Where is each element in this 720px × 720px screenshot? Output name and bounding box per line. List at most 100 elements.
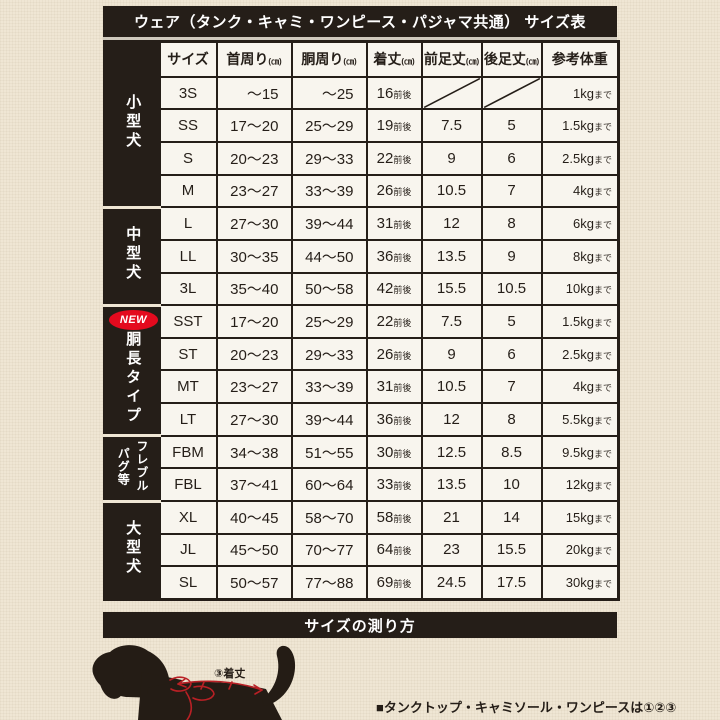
neck-cell: 50〜57 (215, 565, 293, 601)
table-row: 中型犬 L 27〜30 39〜44 31前後 12 8 6kgまで (103, 205, 620, 307)
new-badge: NEW (109, 309, 158, 330)
front-cell: 12 (420, 206, 483, 241)
dog-measurement-illustration: ③着丈 (86, 642, 320, 720)
size-cell: FBL (158, 467, 218, 503)
front-cell: 13.5 (420, 467, 483, 503)
back-cell: 7 (480, 173, 543, 209)
table-row: 3S 〜15 〜25 16前後 1kgまで (105, 75, 620, 111)
table-row: 大型犬 XL 40〜45 58〜70 58前後 21 14 15kgまで (103, 499, 620, 601)
front-cell: 9 (420, 140, 483, 176)
girth-cell: 33〜39 (290, 369, 368, 405)
measurement-lines (169, 676, 263, 720)
table-row: S 20〜23 29〜33 22前後 9 6 2.5kgまで (105, 140, 620, 176)
length-cell: 36前後 (365, 402, 423, 437)
group-label: フレブル パグ等 (116, 440, 149, 493)
table-row: LT 27〜30 39〜44 36前後 12 8 5.5kgまで (105, 402, 620, 437)
front-cell: 15.5 (420, 271, 483, 307)
length-cell: 31前後 (365, 206, 423, 241)
back-cell: 9 (480, 238, 543, 274)
length-cell: 26前後 (365, 336, 423, 372)
dog-silhouette (92, 645, 296, 720)
girth-cell: 33〜39 (290, 173, 368, 209)
col-header-back: 後足丈(㎝) (480, 40, 543, 78)
group-label: 小型犬 (124, 93, 142, 151)
front-cell: 12 (420, 402, 483, 437)
front-cell: 10.5 (420, 369, 483, 405)
front-cell: 7.5 (420, 108, 483, 143)
girth-cell: 〜25 (290, 75, 368, 111)
table-row: SS 17〜20 25〜29 19前後 7.5 5 1.5kgまで (105, 108, 620, 143)
size-cell: SL (158, 565, 218, 601)
front-cell: 9 (420, 336, 483, 372)
girth-cell: 60〜64 (290, 467, 368, 503)
slash-icon (423, 78, 481, 108)
weight-cell: 5.5kgまで (540, 402, 620, 437)
back-cell: 8 (480, 402, 543, 437)
front-cell: 12.5 (420, 434, 483, 470)
group-label: 中型犬 (124, 225, 142, 283)
size-cell: M (158, 173, 218, 209)
table-row: 3L 35〜40 50〜58 42前後 15.5 10.5 10kgまで (105, 271, 620, 307)
weight-cell: 4kgまで (540, 173, 620, 209)
dog-length-label: ③着丈 (214, 666, 245, 680)
back-cell: 7 (480, 369, 543, 405)
neck-cell: 〜15 (215, 75, 293, 111)
neck-cell: 27〜30 (215, 402, 293, 437)
back-cell: 6 (480, 336, 543, 372)
neck-cell: 37〜41 (215, 467, 293, 503)
table-row: JL 45〜50 70〜77 64前後 23 15.5 20kgまで (105, 532, 620, 568)
size-cell: L (158, 206, 218, 241)
table-row: M 23〜27 33〜39 26前後 10.5 7 4kgまで (105, 173, 620, 209)
weight-cell: 6kgまで (540, 206, 620, 241)
col-header-neck: 首周り(㎝) (215, 40, 293, 78)
table-row: フレブル パグ等 FBM 34〜38 51〜55 30前後 12.5 8.5 9.5kgまで (103, 434, 620, 503)
weight-cell: 12kgまで (540, 467, 620, 503)
front-cell: 7.5 (420, 304, 483, 339)
back-cell: 8 (480, 206, 543, 241)
measuring-note: ■タンクトップ・キャミソール・ワンピースは①②③ (376, 700, 677, 715)
size-cell: LL (158, 238, 218, 274)
table-row: FBL 37〜41 60〜64 33前後 13.5 10 12kgまで (105, 467, 620, 503)
length-cell: 30前後 (365, 434, 423, 470)
size-cell: LT (158, 402, 218, 437)
neck-cell: 20〜23 (215, 336, 293, 372)
length-cell: 22前後 (365, 304, 423, 339)
neck-cell: 35〜40 (215, 271, 293, 307)
size-cell: SST (158, 304, 218, 339)
weight-cell: 30kgまで (540, 565, 620, 601)
front-cell: 23 (420, 532, 483, 568)
col-header-size: サイズ (158, 40, 218, 78)
size-cell: SS (158, 108, 218, 143)
col-header-front: 前足丈(㎝) (420, 40, 483, 78)
weight-cell: 4kgまで (540, 369, 620, 405)
length-cell: 42前後 (365, 271, 423, 307)
table-row: ST 20〜23 29〜33 26前後 9 6 2.5kgまで (105, 336, 620, 372)
front-cell: 24.5 (420, 565, 483, 601)
length-cell: 31前後 (365, 369, 423, 405)
girth-cell: 70〜77 (290, 532, 368, 568)
weight-cell: 1.5kgまで (540, 304, 620, 339)
table-title-bar: ウェア（タンク・キャミ・ワンピース・パジャマ共通） サイズ表 (103, 6, 617, 37)
header-row: 小型犬 サイズ 首周り(㎝) 胴周り(㎝) 着丈(㎝) 前足丈(㎝) 後足丈(㎝) 参考体重 (103, 40, 620, 209)
group-cell-frenchbull-pug: フレブル パグ等 (103, 434, 161, 503)
girth-cell: 39〜44 (290, 402, 368, 437)
neck-cell: 20〜23 (215, 140, 293, 176)
weight-cell: 8kgまで (540, 238, 620, 274)
weight-cell: 9.5kgまで (540, 434, 620, 470)
slash-icon (483, 78, 541, 108)
col-header-length: 着丈(㎝) (365, 40, 423, 78)
neck-cell: 23〜27 (215, 173, 293, 209)
length-cell: 33前後 (365, 467, 423, 503)
table-row: LL 30〜35 44〜50 36前後 13.5 9 8kgまで (105, 238, 620, 274)
length-cell: 26前後 (365, 173, 423, 209)
girth-cell: 29〜33 (290, 336, 368, 372)
weight-cell: 1kgまで (540, 75, 620, 111)
size-cell: FBM (158, 434, 218, 470)
girth-cell: 44〜50 (290, 238, 368, 274)
size-cell: 3S (158, 75, 218, 111)
measuring-section-title: サイズの測り方 (304, 617, 416, 635)
neck-cell: 17〜20 (215, 108, 293, 143)
front-cell: 13.5 (420, 238, 483, 274)
group-cell-small-dog: 小型犬 (103, 40, 161, 209)
weight-cell: 15kgまで (540, 500, 620, 535)
